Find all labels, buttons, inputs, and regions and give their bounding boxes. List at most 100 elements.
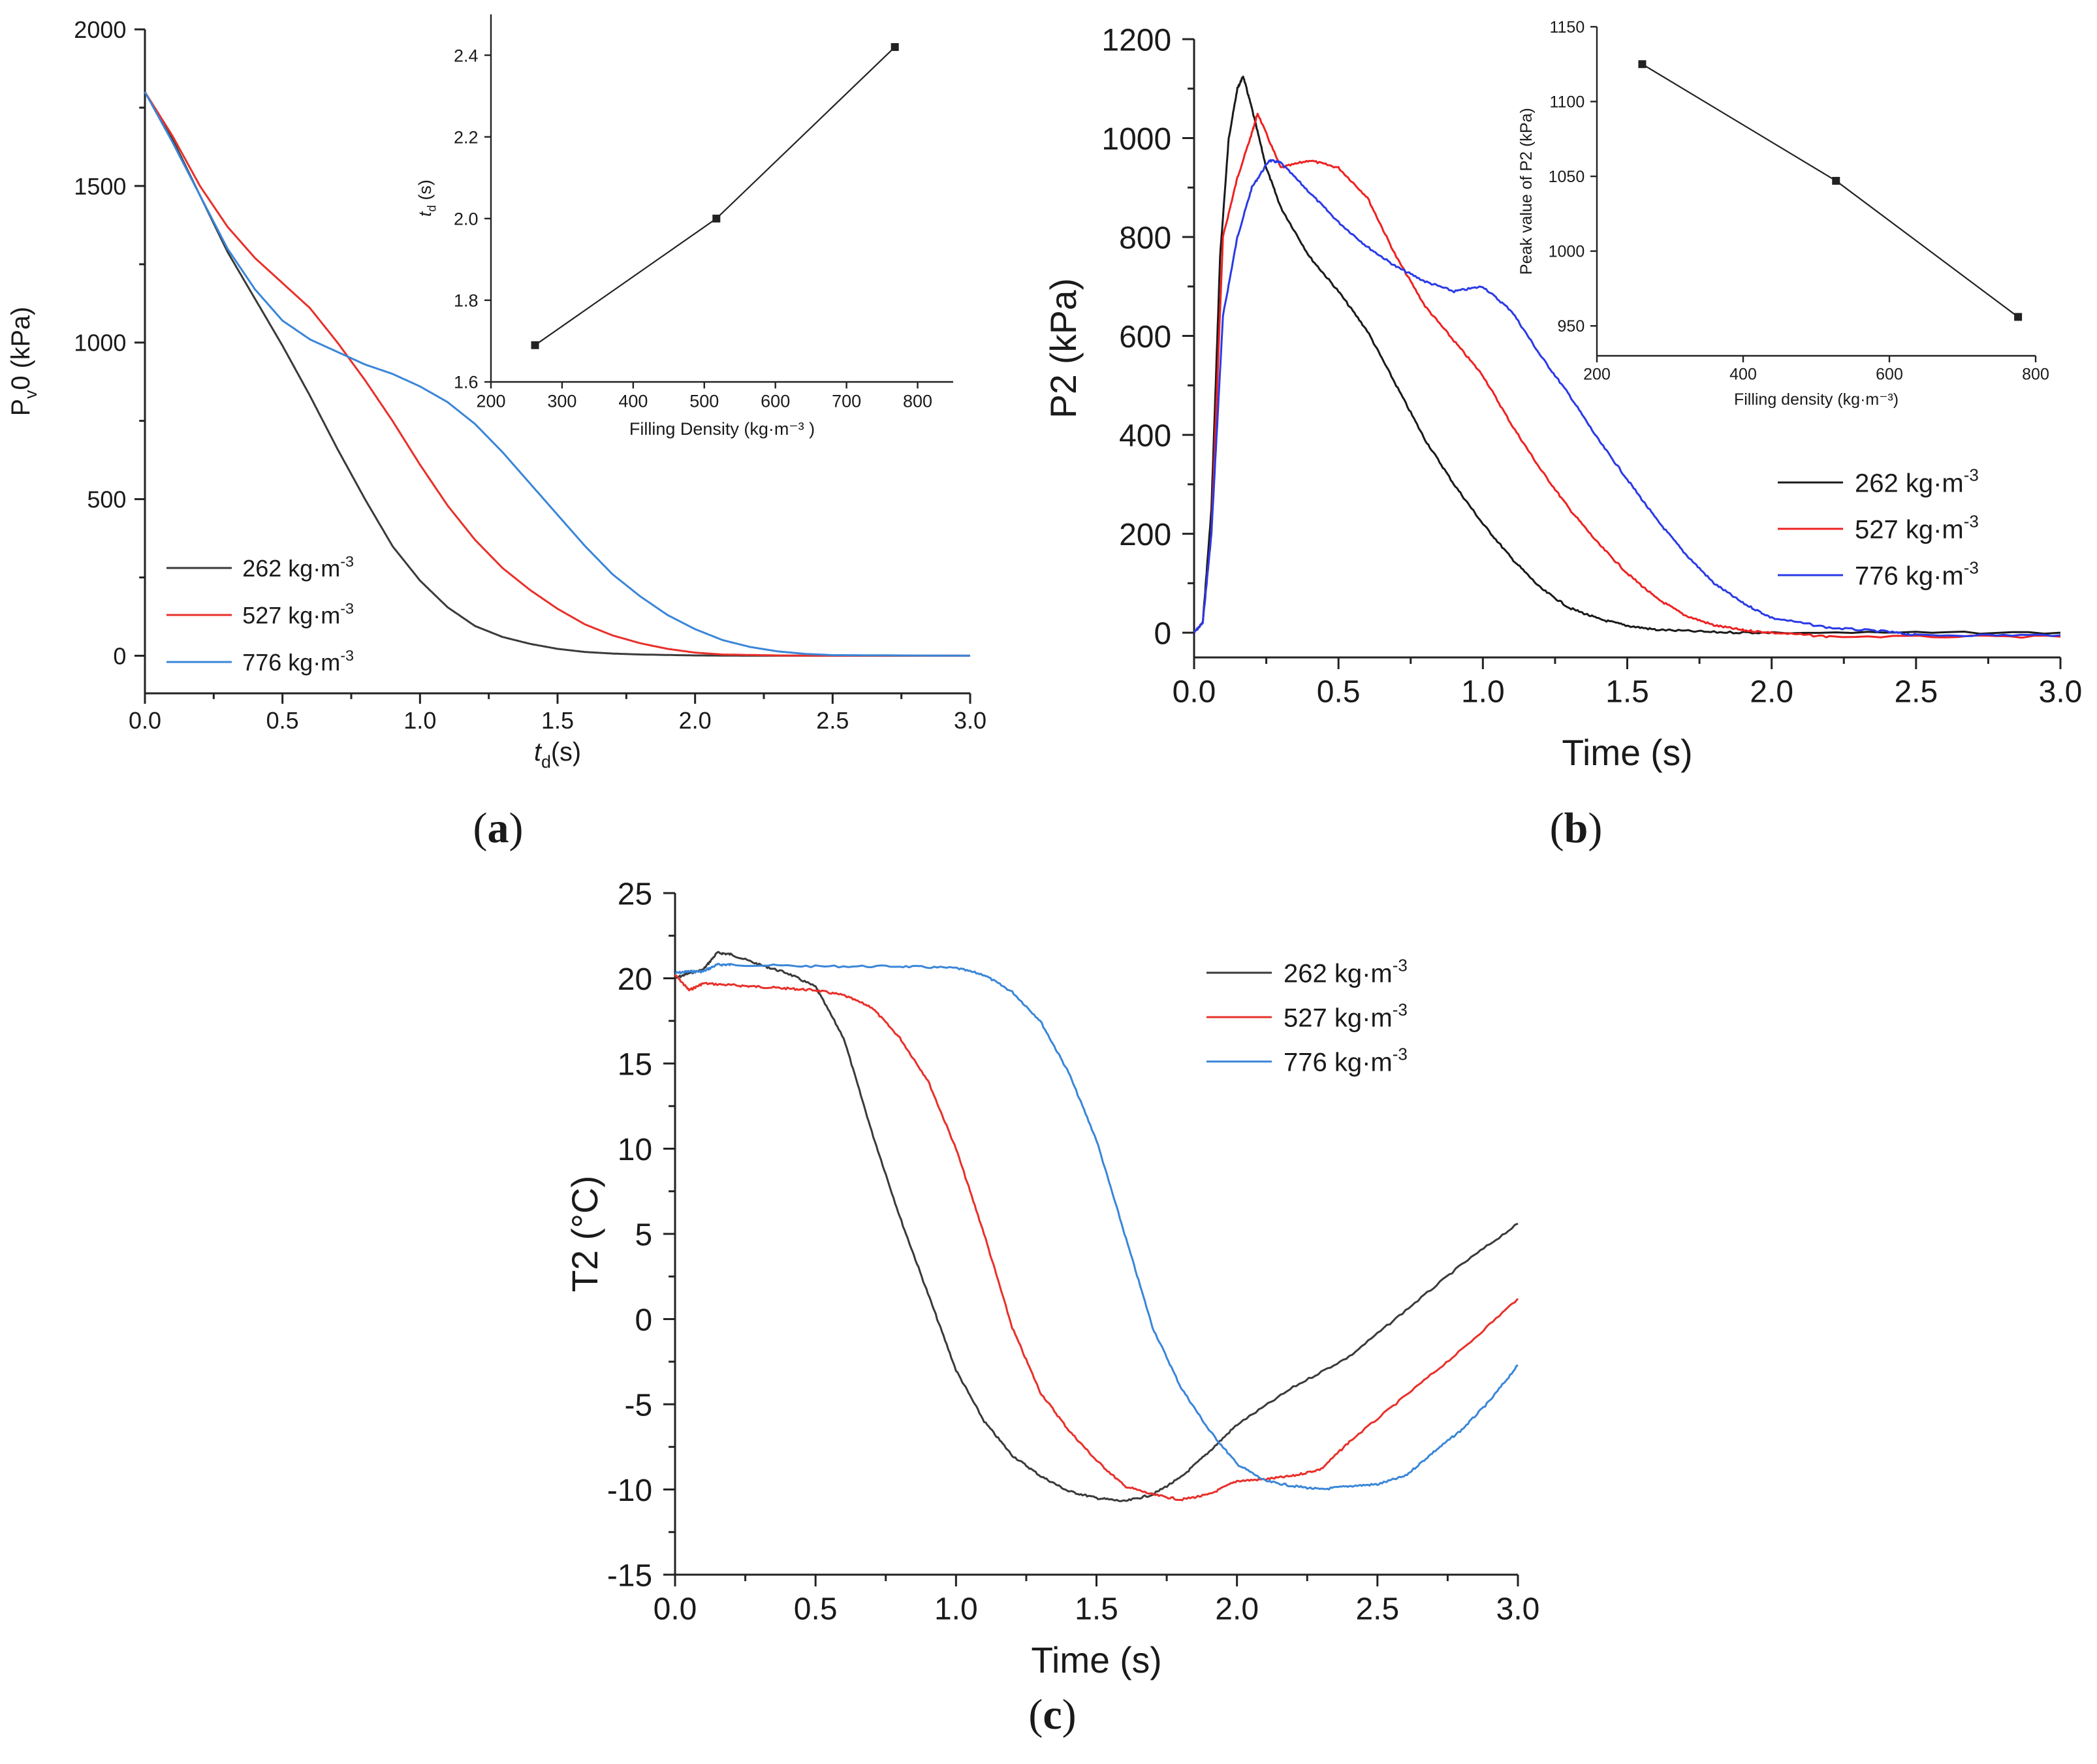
y-tick-label: 1100 (1549, 93, 1585, 112)
y-tick-label: 1050 (1549, 168, 1585, 186)
legend-unit: kg·m (1899, 561, 1964, 590)
inset-y-label-main: t (415, 211, 435, 217)
legend-unit: kg·m (281, 649, 340, 676)
inset-marker (891, 43, 899, 52)
legend-label: 262 kg·m-3 (1284, 956, 1408, 988)
x-axis-label-main: t (534, 738, 543, 766)
panel-caption: (b) (1550, 804, 1603, 852)
y-tick-label: 1.8 (454, 291, 479, 311)
x-tick-label: 0.0 (1173, 674, 1216, 709)
x-tick-label: 2.0 (679, 707, 712, 734)
x-tick-label: 3.0 (1496, 1592, 1540, 1626)
y-tick-label: 0 (113, 642, 126, 669)
legend-sup: -3 (340, 600, 354, 617)
legend-label: 527 kg·m-3 (1284, 1000, 1408, 1033)
x-tick-label: 0.5 (1317, 674, 1361, 709)
x-tick-label: 1.0 (403, 707, 436, 734)
x-tick-label: 2.0 (1215, 1592, 1259, 1626)
y-tick-label: 0 (635, 1303, 652, 1338)
y-axis-label-main: P2 (kPa) (1043, 278, 1084, 418)
caption-letter: a (488, 804, 509, 852)
x-tick-label: 0.0 (129, 707, 161, 734)
y-tick-label: 5 (635, 1218, 652, 1252)
y-tick-label: 950 (1558, 317, 1585, 336)
caption-paren: ) (1588, 804, 1602, 852)
x-axis-label-rest: (s) (551, 738, 581, 766)
x-tick-label: 2.5 (816, 707, 849, 734)
inset-x-label: Filling density (kg·m⁻³) (1734, 390, 1899, 409)
y-tick-label: 2.4 (454, 46, 479, 65)
inset-y-label: Peak value of P2 (kPa) (1517, 108, 1536, 275)
x-tick-label: 0.0 (654, 1592, 697, 1626)
y-axis-label: P2 (kPa) (1043, 278, 1084, 418)
y-tick-label: 0 (1154, 616, 1171, 651)
inset-line (1641, 63, 2019, 318)
y-tick-label: 800 (1119, 221, 1171, 255)
x-tick-label: 600 (761, 391, 790, 411)
y-tick-label: 2000 (74, 16, 126, 43)
y-tick-label: 2.2 (454, 127, 479, 147)
legend-unit: kg·m (1327, 959, 1393, 988)
series-line (144, 91, 970, 657)
y-tick-label: -5 (625, 1388, 653, 1423)
legend-sup: -3 (1393, 956, 1408, 975)
legend-sup: -3 (1393, 1045, 1408, 1064)
y-axis-label: T2 (°C) (565, 1176, 605, 1292)
inset-y-label-sub: d (425, 205, 439, 212)
series-line (674, 962, 1519, 1490)
legend-sup: -3 (340, 553, 354, 570)
inset-marker (712, 214, 721, 223)
series-line (144, 91, 970, 657)
legend-value: 527 (242, 602, 281, 629)
legend-label: 527 kg·m-3 (242, 600, 354, 629)
inset-x-label: Filling Density (kg·m⁻³ ) (629, 419, 815, 439)
inset-marker (2014, 313, 2023, 321)
y-tick-label: 600 (1119, 320, 1171, 354)
panel-caption: (a) (473, 804, 524, 852)
x-axis-label: Time (s) (1031, 1640, 1161, 1680)
legend-value: 262 (1855, 469, 1899, 497)
x-tick-label: 0.5 (794, 1592, 838, 1626)
y-axis-label-rest: 0 (kPa) (7, 307, 35, 390)
caption-paren: ( (1550, 804, 1564, 852)
x-tick-label: 0.5 (266, 707, 299, 734)
x-tick-label: 2.0 (1750, 674, 1793, 709)
chart-panel-a: 0.0 0.5 1.0 1.5 2.0 2.5 3.00500100015002000td(… (7, 14, 986, 852)
legend-value: 262 (1284, 959, 1327, 988)
legend-value: 527 (1855, 515, 1899, 544)
x-tick-label: 1.5 (1605, 674, 1649, 709)
x-tick-label: 3.0 (954, 707, 986, 734)
caption-letter: c (1043, 1691, 1062, 1739)
legend-unit: kg·m (1327, 1048, 1393, 1077)
legend-value: 776 (242, 649, 281, 676)
legend-sup: -3 (1964, 465, 1979, 485)
y-tick-label: 1000 (74, 330, 126, 356)
y-tick-label: -15 (607, 1558, 652, 1593)
x-axis-label: td(s) (534, 738, 581, 772)
y-tick-label: 1150 (1549, 18, 1585, 37)
inset-y-label-main: Peak value of P2 (kPa) (1517, 108, 1536, 275)
legend-label: 262 kg·m-3 (1855, 465, 1979, 498)
inset-line (534, 46, 896, 346)
x-axis-label: Time (s) (1562, 732, 1692, 773)
legend-sup: -3 (1964, 558, 1979, 578)
caption-paren: ) (1062, 1691, 1077, 1739)
y-tick-label: 400 (1119, 418, 1171, 453)
legend-label: 776 kg·m-3 (242, 647, 354, 676)
inset-marker (1638, 60, 1647, 69)
y-tick-label: 10 (618, 1133, 652, 1167)
x-tick-label: 700 (832, 391, 861, 411)
x-tick-label: 400 (1729, 365, 1757, 383)
x-tick-label: 2.5 (1894, 674, 1938, 709)
series-line (144, 91, 970, 657)
y-tick-label: 1000 (1549, 243, 1585, 261)
y-tick-label: 1.6 (454, 373, 479, 392)
series-line (674, 951, 1519, 1502)
y-axis-label-main: T2 (°C) (565, 1176, 605, 1292)
series-line (674, 974, 1519, 1502)
x-tick-label: 800 (2022, 365, 2049, 383)
x-tick-label: 1.0 (934, 1592, 978, 1626)
series-line (1193, 159, 2061, 637)
caption-paren: ) (509, 804, 524, 852)
